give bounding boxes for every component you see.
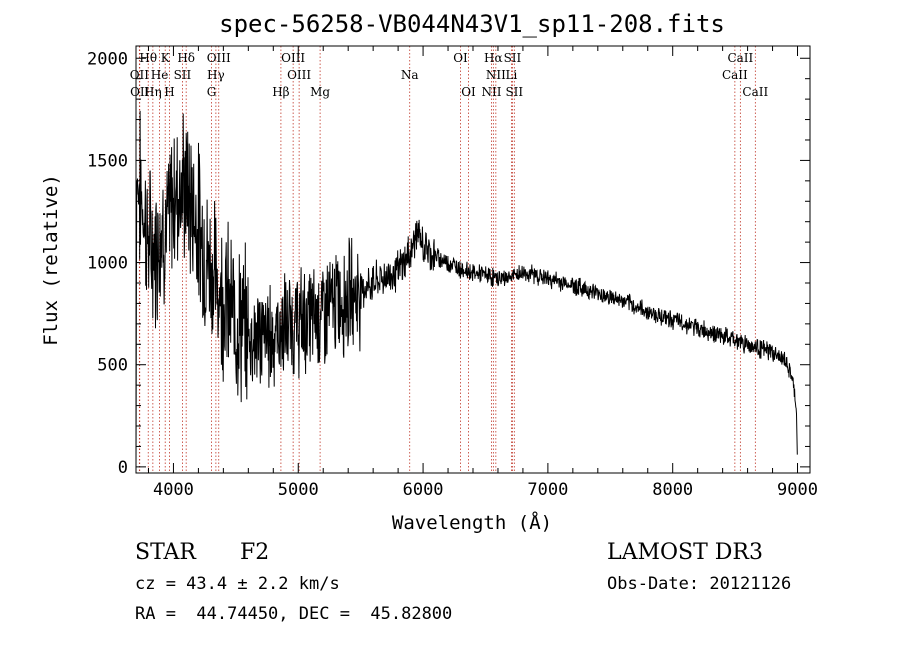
spectral-line-label: OIII	[281, 51, 305, 65]
spectral-line-label: OII	[130, 68, 150, 82]
chart-title: spec-56258-VB044N43V1_sp11-208.fits	[219, 10, 725, 38]
spectrum-series	[135, 110, 798, 467]
spectral-line-label: Hβ	[272, 85, 289, 99]
spectral-line-label: Hη	[144, 85, 162, 99]
y-tick-label: 1000	[87, 254, 128, 274]
x-axis-label: Wavelength (Å)	[392, 511, 552, 534]
spectral-line-label: H	[164, 85, 174, 99]
spectral-line-label: Hδ	[177, 51, 195, 65]
y-tick-label: 0	[118, 458, 128, 478]
spectral-line-label: SII	[504, 51, 522, 65]
spectral-line-label: CaII	[722, 68, 748, 82]
y-axis-label: Flux (relative)	[40, 174, 62, 346]
spectral-line-label: SII	[174, 68, 192, 82]
object-type: STAR	[135, 540, 196, 565]
x-tick-label: 8000	[652, 480, 693, 500]
spectral-line-label: CaII	[742, 85, 768, 99]
spectral-line-label: He	[151, 68, 169, 82]
spectral-line-label: CaII	[727, 51, 753, 65]
survey-name: LAMOST DR3	[607, 540, 763, 565]
spectral-line-label: Li	[506, 68, 518, 82]
y-tick-label: 500	[97, 356, 128, 376]
y-tick-label: 2000	[87, 49, 128, 69]
x-tick-label: 5000	[278, 480, 319, 500]
spectral-line-label: OI	[461, 85, 476, 99]
spectral-line-label: Hγ	[207, 68, 225, 82]
redshift-cz: cz = 43.4 ± 2.2 km/s	[135, 574, 340, 594]
spectral-line-label: Mg	[310, 85, 330, 99]
observation-date: Obs-Date: 20121126	[607, 574, 792, 594]
spectral-line-label: NII	[486, 68, 506, 82]
spectral-line-label: Hθ	[139, 51, 157, 65]
spectral-line-label: OI	[453, 51, 468, 65]
coordinates: RA = 44.74450, DEC = 45.82800	[135, 604, 453, 624]
spectral-line-label: K	[161, 51, 171, 65]
spectral-line-label: OII	[130, 85, 150, 99]
y-tick-label: 1500	[87, 151, 128, 171]
axis-ticks: 4000 5000 6000 7000 8000 9000 0 500 1000 1500 2000	[87, 46, 818, 500]
spectral-line-label: Na	[401, 68, 419, 82]
plot-frame	[135, 45, 811, 474]
object-subclass: F2	[240, 540, 270, 565]
spectral-line-label: G	[207, 85, 217, 99]
spectral-line-label: Hα	[484, 51, 503, 65]
x-tick-label: 4000	[153, 480, 194, 500]
x-tick-label: 6000	[403, 480, 444, 500]
x-tick-label: 9000	[777, 480, 818, 500]
spectral-line-label: OIII	[207, 51, 231, 65]
x-tick-label: 7000	[527, 480, 568, 500]
spectral-line-label: SII	[505, 85, 523, 99]
spectral-line-label: NII	[481, 85, 501, 99]
spectral-line-label: OIII	[287, 68, 311, 82]
